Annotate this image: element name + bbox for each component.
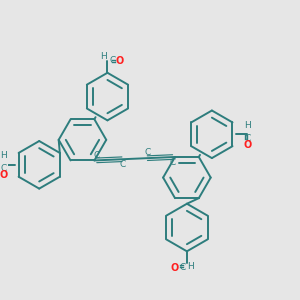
Text: O: O <box>243 140 251 149</box>
Text: O: O <box>116 56 124 66</box>
Text: C: C <box>179 263 185 272</box>
Text: C: C <box>93 151 100 160</box>
Text: C: C <box>170 158 176 167</box>
Text: C: C <box>144 148 150 158</box>
Text: H: H <box>187 262 194 271</box>
Text: C: C <box>109 56 116 65</box>
Text: O: O <box>0 170 8 180</box>
Text: C: C <box>1 164 7 173</box>
Text: H: H <box>0 152 7 160</box>
Text: C: C <box>244 134 250 143</box>
Text: C: C <box>119 160 125 169</box>
Text: H: H <box>100 52 107 61</box>
Text: O: O <box>170 263 179 273</box>
Text: H: H <box>244 121 251 130</box>
